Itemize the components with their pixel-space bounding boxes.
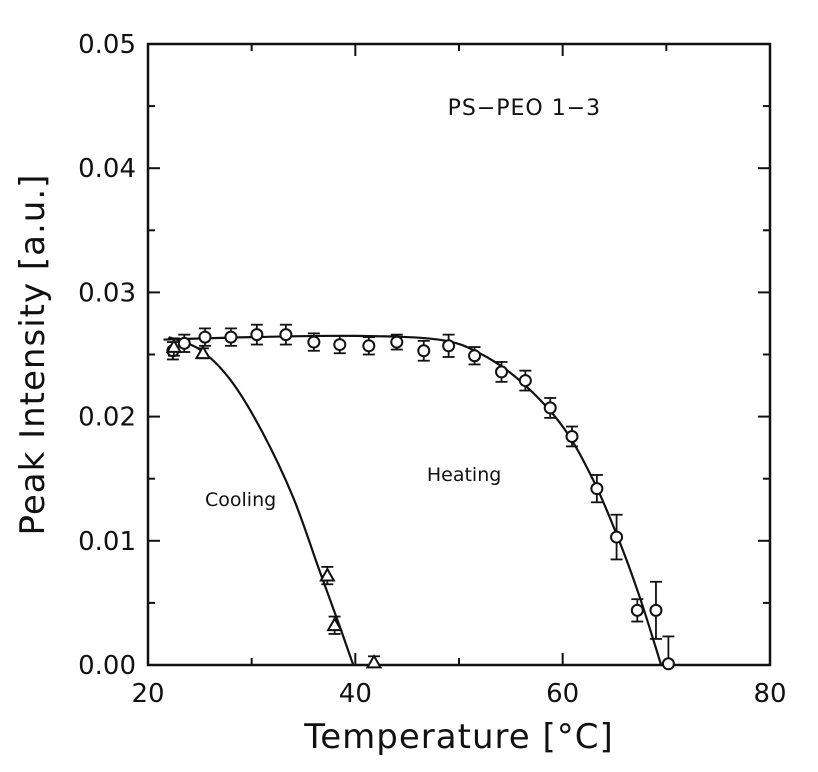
heating-marker [442,339,456,353]
cooling-marker [319,567,336,582]
heating-marker [610,530,624,544]
heating-point [198,327,212,347]
heating-marker [390,335,404,349]
heating-point [442,333,456,358]
heating-point [362,336,376,356]
y-tick-label: 0.02 [78,403,136,433]
y-tick-label: 0.01 [78,527,136,557]
heating-marker [279,328,293,342]
heating-marker [518,374,532,388]
cooling-point [165,337,183,357]
y-tick-label: 0.03 [78,278,136,308]
heating-label: Heating [427,464,501,486]
data-points [165,323,675,671]
heating-point [649,580,663,640]
y-axis-title: Peak Intensity [a.u.] [13,174,53,536]
heating-marker [468,349,482,363]
heating-marker [649,603,663,617]
heating-point [250,323,264,346]
cooling-point [194,344,212,360]
heating-marker [362,339,376,353]
heating-point [417,339,431,362]
heating-point [630,598,644,623]
x-axis-title: Temperature [°C] [303,717,613,757]
heating-point [565,425,579,448]
x-tick-label: 80 [753,679,786,709]
sample-label: PS−PEO 1−3 [448,96,602,121]
x-tick-label: 20 [131,679,164,709]
tick-labels: 20 40 60 80 0.00 0.01 0.02 0.03 0.04 0.05 [78,30,786,709]
heating-marker [333,338,347,352]
tick-layer [147,43,771,666]
heating-marker [307,335,321,349]
heating-marker [590,482,604,496]
heating-point [468,346,482,366]
heating-marker [177,336,191,350]
cooling-marker [365,654,383,669]
heating-point [224,327,238,347]
heating-marker [661,657,675,671]
cooling-marker [194,344,212,360]
heating-point [333,334,347,355]
plot-frame [146,42,772,667]
heating-point [495,361,509,383]
heating-point [610,513,624,561]
heating-marker [224,330,238,344]
heating-marker [543,401,557,415]
y-tick-label: 0.04 [78,154,136,184]
heating-point [177,333,191,353]
cooling-point [365,654,383,669]
heating-point [307,332,321,352]
x-tick-label: 60 [546,679,579,709]
heating-point [543,397,557,419]
y-tick-label: 0.00 [78,651,136,681]
cooling-label: Cooling [205,489,276,511]
heating-marker [495,365,509,379]
x-tick-label: 40 [339,679,372,709]
heating-point [279,323,293,346]
y-tick-label: 0.05 [78,30,136,60]
heating-marker [565,429,579,443]
heating-point [661,635,675,671]
heating-point [518,369,532,392]
heating-fit-curve [163,334,663,666]
cooling-marker [326,616,343,632]
heating-marker [417,344,431,358]
cooling-point [326,615,343,635]
cooling-marker [165,338,183,353]
heating-marker [198,330,212,344]
heating-marker [630,603,644,617]
heating-marker [250,328,264,342]
heating-point [390,333,404,351]
heating-point [590,474,604,504]
cooling-point [319,565,336,586]
